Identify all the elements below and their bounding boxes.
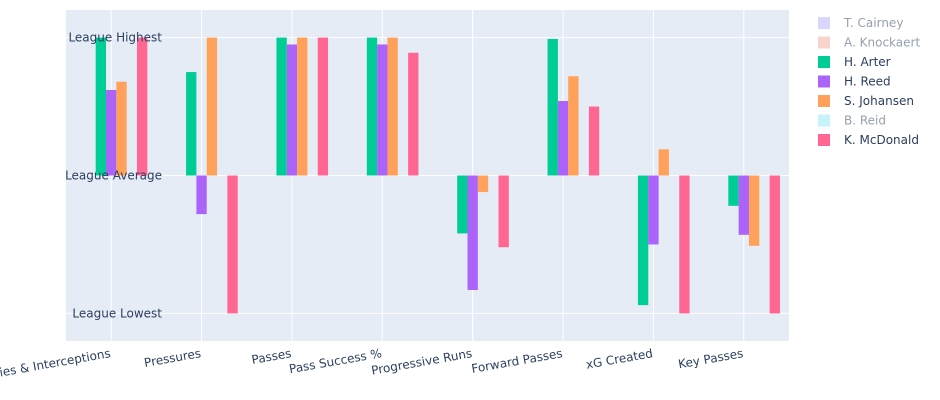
bar	[206, 37, 218, 176]
legend-swatch	[818, 75, 830, 88]
bar	[547, 38, 558, 176]
legend-label: B. Reid	[844, 114, 886, 128]
bar	[568, 76, 579, 176]
x-tick-label: Progressive Runs	[370, 346, 473, 378]
bar	[408, 52, 419, 176]
y-axis: League Highest League Average League Lowes…	[65, 31, 162, 321]
bar	[769, 175, 780, 314]
bar	[658, 149, 669, 176]
legend-label: K. McDonald	[844, 133, 919, 147]
legend-item[interactable]: T. Cairney	[818, 16, 903, 30]
y-tick-label: League Average	[65, 169, 162, 183]
bar	[227, 175, 238, 314]
bar	[498, 175, 509, 248]
legend-label: A. Knockaert	[844, 36, 920, 50]
bar	[467, 175, 478, 290]
bar	[276, 37, 287, 176]
legend-label: S. Johansen	[844, 94, 914, 108]
legend-swatch	[818, 56, 830, 68]
bar	[317, 37, 329, 176]
legend-item[interactable]: S. Johansen	[818, 94, 914, 108]
bar	[106, 89, 117, 176]
bar	[297, 37, 308, 176]
bar	[377, 44, 388, 176]
x-tick-label: Key Passes	[677, 346, 744, 371]
legend-item[interactable]: B. Reid	[818, 114, 886, 128]
x-tick-label: Ball Recoveries & Interceptions	[0, 346, 112, 392]
bar	[116, 81, 127, 176]
bar	[748, 175, 760, 246]
bar	[457, 175, 468, 234]
bar	[557, 101, 569, 176]
bar	[95, 37, 107, 176]
bar	[648, 175, 659, 245]
legend-item[interactable]: H. Reed	[818, 75, 891, 89]
legend-item[interactable]: H. Arter	[818, 55, 891, 69]
bar	[366, 37, 378, 176]
bar	[588, 106, 600, 176]
x-tick-label: Pressures	[143, 346, 202, 370]
bars	[95, 37, 780, 314]
x-tick-label: xG Created	[585, 346, 654, 372]
bar	[196, 175, 207, 215]
bar	[728, 175, 739, 206]
legend-item[interactable]: K. McDonald	[818, 133, 919, 147]
legend-item[interactable]: A. Knockaert	[818, 36, 920, 50]
y-tick-label: League Lowest	[72, 306, 162, 320]
bar	[637, 175, 649, 306]
legend-label: T. Cairney	[843, 16, 903, 30]
bar	[387, 37, 398, 176]
x-tick-label: Forward Passes	[470, 346, 563, 376]
legend-label: H. Reed	[844, 75, 891, 89]
legend-swatch	[818, 134, 830, 146]
bar	[286, 44, 298, 176]
bar	[137, 37, 148, 176]
legend-swatch	[818, 95, 830, 107]
legend-swatch	[818, 17, 830, 29]
legend-swatch	[818, 36, 830, 49]
x-tick-label: Passes	[250, 346, 292, 367]
bar	[738, 175, 749, 235]
bar	[186, 72, 197, 176]
x-axis: Ball Recoveries & Interceptions Pressures…	[0, 346, 744, 392]
x-tick-label: Pass Success %	[288, 346, 383, 376]
legend[interactable]: T. Cairney A. Knockaert H. Arter H. Reed S. …	[818, 16, 920, 147]
bar	[477, 175, 489, 193]
legend-label: H. Arter	[844, 55, 891, 69]
y-tick-label: League Highest	[68, 31, 162, 45]
bar	[679, 175, 690, 314]
legend-swatch	[818, 114, 830, 127]
